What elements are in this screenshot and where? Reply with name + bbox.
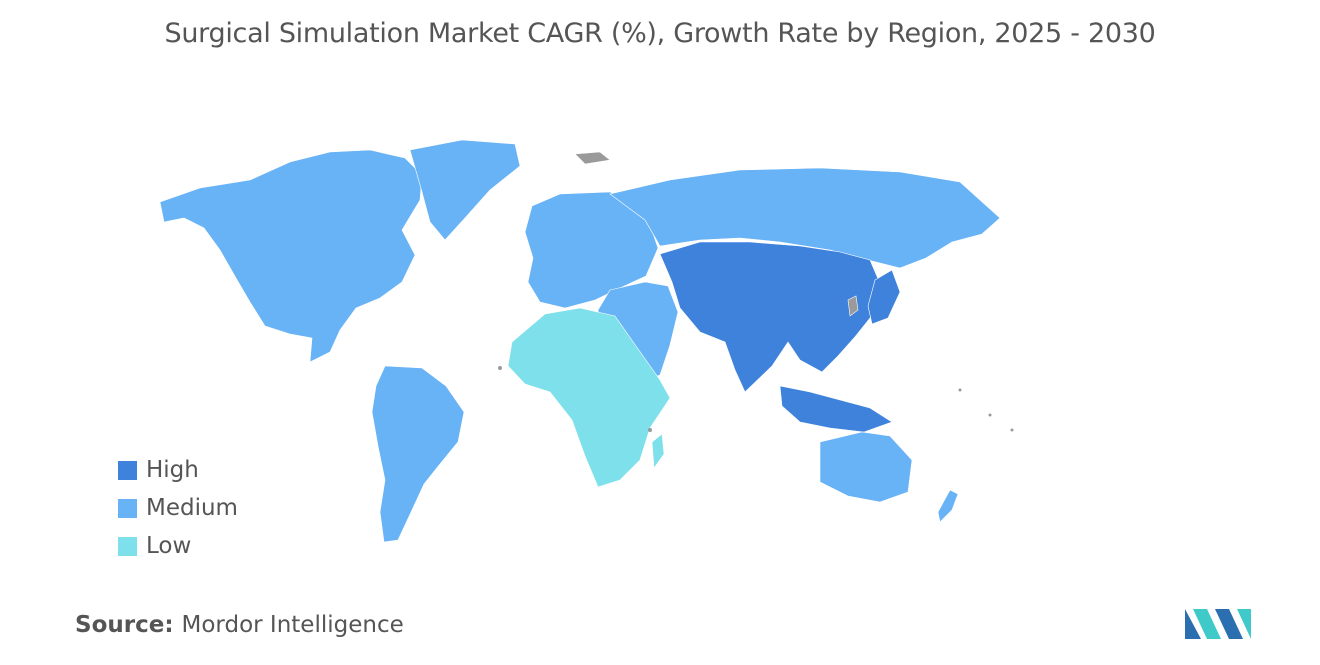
legend-item-medium: Medium	[118, 489, 238, 527]
source-value: Mordor Intelligence	[181, 612, 404, 638]
region-greenland	[409, 139, 521, 241]
region-russia	[609, 167, 1001, 269]
region-south-america	[371, 365, 465, 543]
legend-swatch-high	[118, 460, 137, 480]
logo-shape-left	[1185, 609, 1201, 639]
region-asia-pacific	[659, 241, 883, 393]
legend-item-high: High	[118, 451, 238, 489]
region-new-zealand	[937, 489, 959, 523]
region-korea	[847, 295, 859, 317]
region-southeast-asia	[779, 385, 893, 433]
source-line: Source: Mordor Intelligence	[75, 612, 404, 638]
legend-item-low: Low	[118, 527, 238, 565]
region-svalbard	[574, 151, 611, 165]
mordor-intelligence-logo-icon	[1185, 609, 1251, 639]
source-label: Source:	[75, 612, 174, 638]
region-north-america	[159, 149, 423, 363]
island-marker	[1010, 428, 1014, 432]
logo-shape-mid-left	[1193, 609, 1221, 639]
island-marker	[648, 428, 652, 432]
island-marker	[958, 388, 962, 392]
legend-label-low: Low	[146, 533, 192, 559]
legend-label-medium: Medium	[146, 495, 238, 521]
region-australia	[819, 431, 913, 503]
world-map	[159, 139, 1014, 543]
logo-shape-right	[1237, 609, 1251, 639]
island-marker	[988, 413, 992, 417]
legend-swatch-medium	[118, 498, 137, 518]
legend-label-high: High	[146, 457, 199, 483]
region-madagascar	[651, 433, 665, 469]
logo-shape-mid-right	[1215, 609, 1243, 639]
region-japan	[867, 269, 901, 325]
legend: High Medium Low	[118, 451, 238, 565]
legend-swatch-low	[118, 536, 137, 556]
region-africa	[507, 307, 671, 488]
chart-title: Surgical Simulation Market CAGR (%), Gro…	[164, 18, 1156, 49]
island-marker	[498, 366, 502, 370]
